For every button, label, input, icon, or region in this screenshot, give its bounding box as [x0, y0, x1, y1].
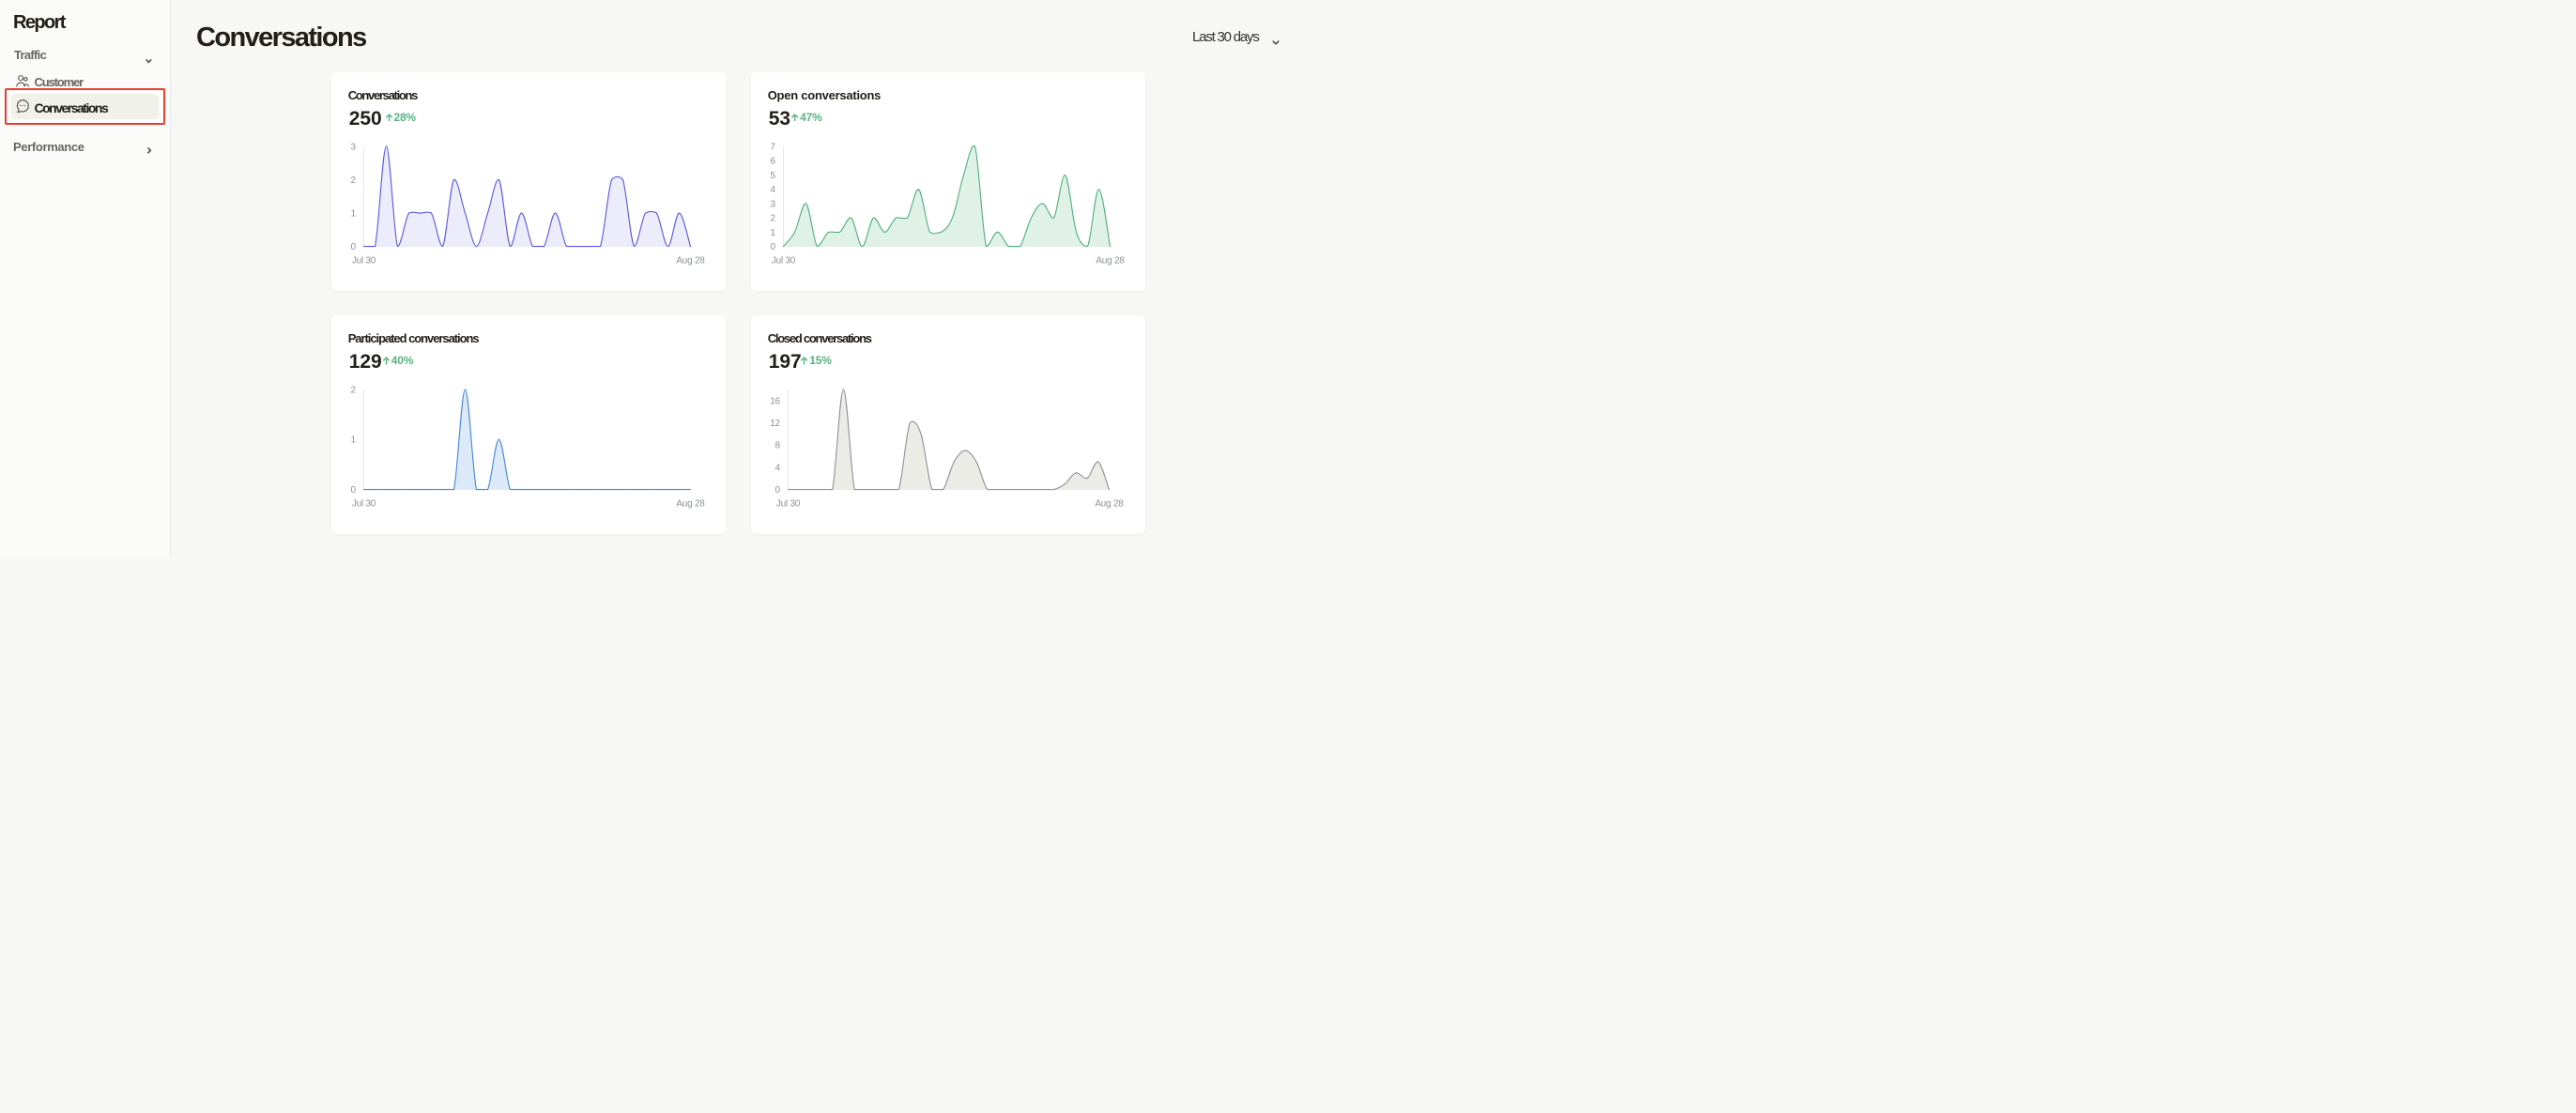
- svg-text:4: 4: [770, 185, 775, 195]
- svg-text:3: 3: [350, 142, 356, 152]
- svg-text:3: 3: [770, 199, 775, 209]
- svg-text:0: 0: [770, 242, 775, 252]
- svg-text:0: 0: [774, 485, 780, 496]
- svg-text:1: 1: [350, 435, 356, 445]
- svg-text:Jul 30: Jul 30: [351, 498, 376, 509]
- svg-text:Jul 30: Jul 30: [351, 255, 376, 266]
- svg-text:0: 0: [350, 242, 356, 252]
- svg-text:Aug 28: Aug 28: [1095, 498, 1124, 509]
- svg-text:8: 8: [774, 440, 780, 450]
- svg-text:Jul 30: Jul 30: [771, 255, 795, 266]
- svg-text:4: 4: [774, 463, 780, 473]
- svg-text:Aug 28: Aug 28: [676, 498, 705, 509]
- svg-text:2: 2: [350, 385, 356, 395]
- svg-text:7: 7: [770, 142, 775, 152]
- svg-text:Jul 30: Jul 30: [775, 498, 800, 509]
- svg-text:12: 12: [770, 419, 780, 429]
- svg-text:1: 1: [770, 227, 775, 237]
- svg-text:5: 5: [770, 170, 775, 180]
- svg-text:2: 2: [350, 175, 356, 185]
- svg-text:0: 0: [350, 485, 356, 496]
- svg-text:Aug 28: Aug 28: [676, 255, 705, 266]
- svg-text:6: 6: [770, 156, 775, 166]
- svg-text:16: 16: [770, 396, 780, 406]
- svg-text:Aug 28: Aug 28: [1096, 255, 1125, 266]
- svg-text:1: 1: [350, 208, 356, 219]
- svg-text:2: 2: [770, 213, 775, 223]
